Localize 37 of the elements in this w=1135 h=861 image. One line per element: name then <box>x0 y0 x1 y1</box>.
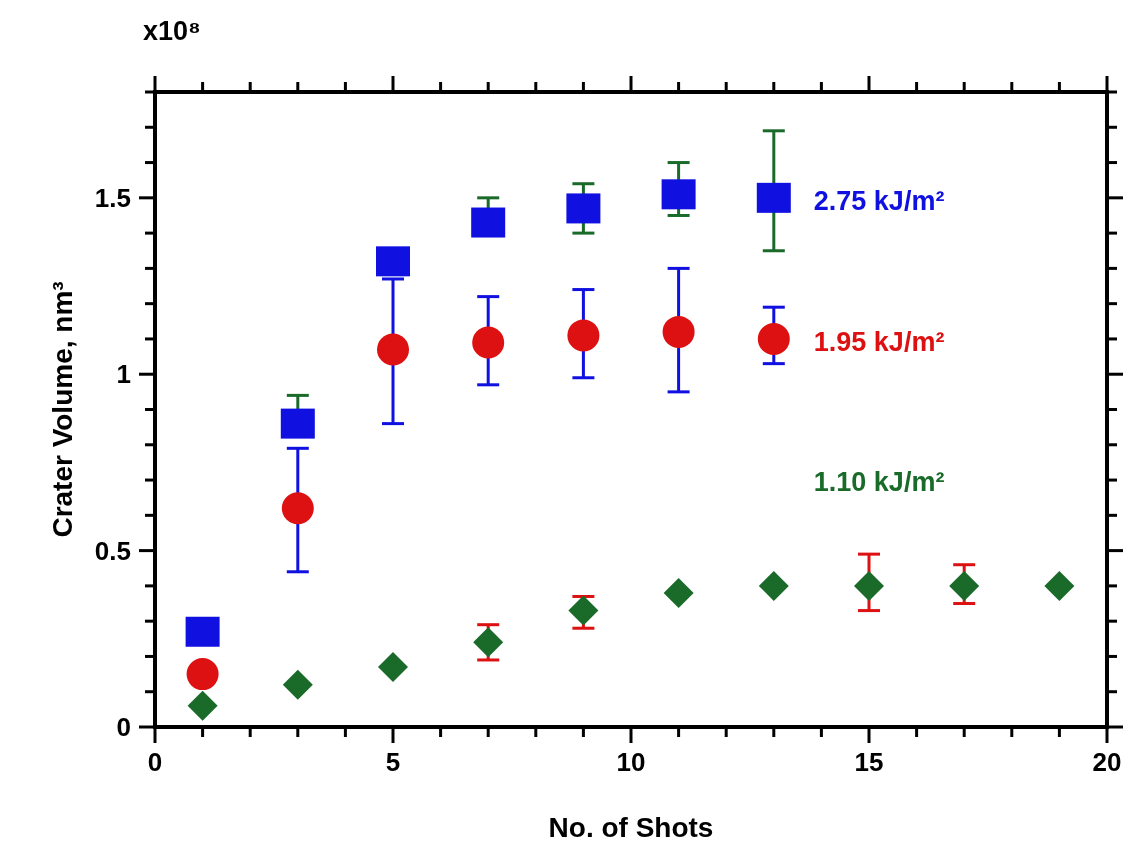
y-tick-label: 1 <box>116 359 131 390</box>
point <box>471 207 506 238</box>
point <box>756 182 791 213</box>
y-tick-label: 0 <box>116 712 131 742</box>
point <box>280 408 315 439</box>
x-tick-label: 15 <box>854 747 884 777</box>
series-label: 2.75 kJ/m² <box>813 185 945 216</box>
text: x10⁸ <box>143 16 201 46</box>
point <box>949 570 980 601</box>
x-tick-label: 0 <box>147 747 163 777</box>
point <box>663 577 694 608</box>
x-tick-label: 10 <box>616 747 646 777</box>
point <box>376 246 410 277</box>
y-tick-label: 1.5 <box>94 182 131 213</box>
point <box>378 652 408 683</box>
point <box>661 179 696 210</box>
point <box>566 193 601 224</box>
x-axis-title: No. of Shots <box>548 812 714 843</box>
point <box>186 658 219 691</box>
y-tick-label: 0.5 <box>94 535 131 566</box>
x-tick-label: 5 <box>385 747 401 777</box>
y-axis-title: Crater Volume, nm³ <box>47 281 78 538</box>
point <box>662 315 695 348</box>
x-tick-label: 20 <box>1092 747 1122 777</box>
point <box>854 570 884 601</box>
point <box>377 333 409 366</box>
series-label: 1.95 kJ/m² <box>813 326 945 357</box>
text: 1.10 kJ/m² <box>813 466 945 497</box>
point <box>567 319 600 352</box>
point <box>281 492 314 525</box>
point <box>185 616 220 647</box>
point <box>282 669 313 700</box>
point <box>1044 570 1075 601</box>
point <box>187 690 218 721</box>
point <box>757 322 790 355</box>
point <box>472 326 505 359</box>
point <box>758 570 789 601</box>
